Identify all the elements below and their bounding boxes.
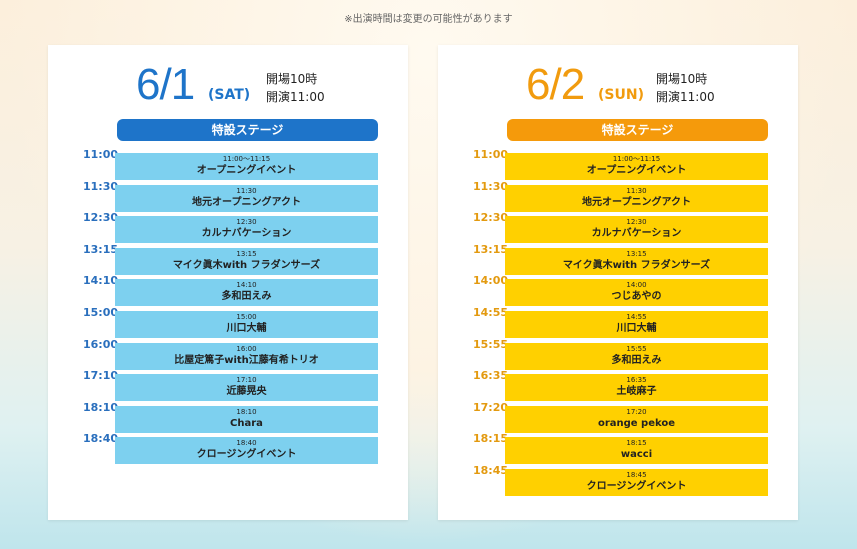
- performance-block: 14:10 多和田えみ: [115, 279, 378, 307]
- performance-time: 15:55: [626, 344, 647, 353]
- performer-name: 土岐麻子: [616, 386, 657, 398]
- performance-block: 18:10 Chara: [115, 405, 378, 433]
- performer-name: orange pekoe: [597, 417, 676, 429]
- performance-time: 13:15: [626, 249, 647, 258]
- day-card-june-1: 6/1 (SAT) 開場10時 開演11:00 特設ステージ 11:00 11:3…: [48, 45, 408, 520]
- performance-block: 16:00 比屋定篤子with江藤有希トリオ: [115, 342, 378, 370]
- time-slot-label: 15:00: [82, 306, 118, 319]
- performance-time: 18:40: [236, 439, 257, 448]
- show-start-time: 開演11:00: [266, 90, 325, 104]
- day-weekday: (SAT): [208, 87, 251, 103]
- performance-time: 16:00: [236, 344, 257, 353]
- performer-name: wacci: [620, 449, 653, 461]
- time-slot-label: 18:15: [472, 432, 508, 446]
- performer-name: つじあやの: [611, 291, 662, 303]
- performance-block: 16:35 土岐麻子: [505, 374, 768, 402]
- performance-block: 12:30 カルナバケーション: [505, 216, 768, 244]
- day-date: 6/1: [136, 60, 195, 109]
- time-slot-label: 17:20: [472, 400, 508, 414]
- time-slot-label: 18:40: [82, 432, 118, 446]
- schedule-change-notice: ※出演時間は変更の可能性があります: [344, 14, 513, 25]
- time-slot-label: 13:15: [82, 242, 118, 256]
- performance-block: 11:30 地元オープニングアクト: [115, 184, 378, 212]
- performance-time: 11:30: [236, 186, 257, 195]
- time-slot-label: 12:30: [472, 211, 508, 225]
- performer-name: オープニングイベント: [196, 165, 297, 176]
- stage-label: 特設ステージ: [117, 119, 378, 141]
- performance-block: 14:55 川口大輔: [505, 311, 768, 338]
- performer-name: オープニングイベント: [586, 165, 687, 176]
- performance-time: 12:30: [626, 218, 647, 227]
- performance-block: 15:00 川口大輔: [115, 311, 378, 338]
- performance-block: 18:45 クロージングイベント: [505, 469, 768, 496]
- gate-open-time: 開場10時: [266, 72, 318, 86]
- performance-time: 11:00〜11:15: [222, 155, 271, 163]
- performance-time: 15:00: [236, 313, 257, 321]
- performer-name: マイク眞木with フラダンサーズ: [172, 259, 321, 271]
- performer-name: 川口大輔: [226, 323, 267, 334]
- performer-name: カルナバケーション: [201, 228, 292, 240]
- performance-block: 14:00 つじあやの: [505, 279, 768, 307]
- day-weekday: (SUN): [598, 87, 644, 103]
- time-slot-label: 11:00: [472, 148, 508, 161]
- performance-time: 11:30: [626, 186, 647, 195]
- performer-name: 多和田えみ: [611, 354, 662, 366]
- performance-time: 13:15: [236, 249, 257, 258]
- time-slot-label: 14:55: [472, 306, 508, 319]
- open-times: 開場10時 開演11:00: [266, 70, 325, 106]
- day-card-june-2: 6/2 (SUN) 開場10時 開演11:00 特設ステージ 11:00 11:3…: [438, 45, 798, 520]
- time-slot-label: 11:30: [82, 179, 118, 193]
- performance-block: 17:20 orange pekoe: [505, 405, 768, 433]
- performer-name: 比屋定篤子with江藤有希トリオ: [174, 354, 319, 366]
- performance-block: 11:00〜11:15 オープニングイベント: [115, 153, 378, 180]
- performance-block: 17:10 近藤晃央: [115, 374, 378, 402]
- day-date: 6/2: [526, 60, 585, 109]
- performer-name: 多和田えみ: [221, 291, 272, 303]
- performance-block: 13:15 マイク眞木with フラダンサーズ: [115, 247, 378, 275]
- performance-time: 14:00: [626, 281, 647, 290]
- performer-name: クロージングイベント: [586, 481, 687, 492]
- performance-block: 13:15 マイク眞木with フラダンサーズ: [505, 247, 768, 275]
- performance-time: 14:55: [626, 313, 647, 321]
- performance-time: 18:15: [626, 439, 647, 448]
- open-times: 開場10時 開演11:00: [656, 70, 715, 106]
- gate-open-time: 開場10時: [656, 72, 708, 86]
- performance-block: 15:55 多和田えみ: [505, 342, 768, 370]
- performer-name: カルナバケーション: [591, 228, 682, 240]
- performance-time: 18:45: [626, 471, 647, 479]
- performance-block: 11:30 地元オープニングアクト: [505, 184, 768, 212]
- performance-time: 14:10: [236, 281, 257, 290]
- performance-time: 18:10: [236, 407, 257, 416]
- performer-name: マイク眞木with フラダンサーズ: [562, 259, 711, 271]
- performance-time: 17:10: [236, 376, 257, 385]
- performance-time: 11:00〜11:15: [612, 155, 661, 163]
- performance-time: 12:30: [236, 218, 257, 227]
- time-slot-label: 14:00: [472, 274, 508, 288]
- time-slot-label: 11:00: [82, 148, 118, 161]
- time-slot-label: 12:30: [82, 211, 118, 225]
- performer-name: クロージングイベント: [196, 449, 297, 461]
- performance-block: 11:00〜11:15 オープニングイベント: [505, 153, 768, 180]
- performer-name: 近藤晃央: [226, 386, 267, 398]
- time-slot-label: 18:10: [82, 400, 118, 414]
- performance-time: 17:20: [626, 407, 647, 416]
- time-slot-label: 16:00: [82, 337, 118, 351]
- time-slot-label: 15:55: [472, 337, 508, 351]
- stage-label: 特設ステージ: [507, 119, 768, 141]
- performer-name: 地元オープニングアクト: [192, 196, 301, 208]
- performance-block: 12:30 カルナバケーション: [115, 216, 378, 244]
- show-start-time: 開演11:00: [656, 90, 715, 104]
- time-slot-label: 11:30: [472, 179, 508, 193]
- time-slot-label: 16:35: [472, 369, 508, 383]
- time-slot-label: 17:10: [82, 369, 118, 383]
- performer-name: 川口大輔: [616, 323, 657, 334]
- performance-block: 18:40 クロージングイベント: [115, 437, 378, 465]
- time-slot-label: 14:10: [82, 274, 118, 288]
- time-slot-label: 18:45: [472, 464, 508, 477]
- performer-name: Chara: [230, 417, 263, 429]
- performance-block: 18:15 wacci: [505, 437, 768, 465]
- performance-time: 16:35: [626, 376, 647, 385]
- time-slot-label: 13:15: [472, 242, 508, 256]
- performer-name: 地元オープニングアクト: [582, 196, 691, 208]
